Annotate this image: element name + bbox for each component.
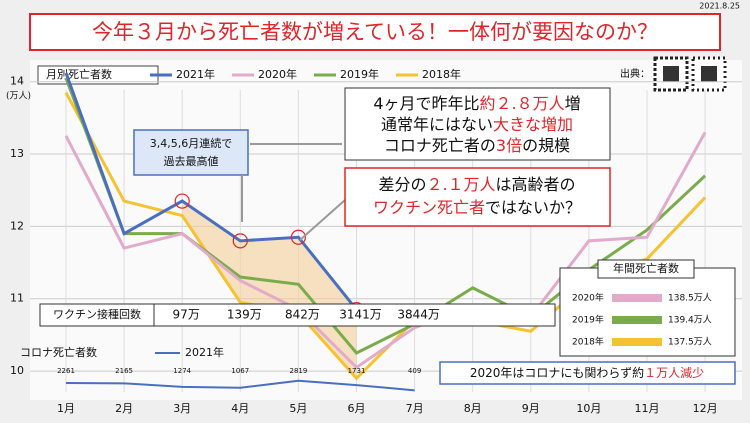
- note-segment: １万人減少: [644, 365, 704, 380]
- vaccine-label: ワクチン接種回数: [53, 307, 141, 321]
- x-tick-label: 4月: [231, 402, 249, 415]
- covid-value: 1731: [348, 367, 366, 375]
- rich-line: ワクチン死亡者ではないか？: [373, 198, 581, 217]
- y-tick-label: 14: [10, 75, 24, 88]
- rich-segment: 4ヶ月で昨年比: [373, 94, 479, 113]
- covid-value: 2819: [289, 367, 307, 375]
- highlight-circle: [232, 233, 248, 249]
- rich-line: 差分の２.１万人は高齢者の: [378, 175, 575, 194]
- rich-segment: 大きな増加: [493, 115, 573, 134]
- vaccine-value: 3141万: [339, 308, 382, 322]
- annual-year: 2020年: [572, 292, 604, 304]
- y-tick-label: 12: [10, 219, 24, 232]
- x-tick-label: 5月: [289, 402, 307, 415]
- legend-label: 2021年: [176, 67, 215, 81]
- callout: 3,4,5,6月連続で 過去最高値: [133, 129, 346, 241]
- covid-value: 2165: [115, 367, 133, 375]
- annual-swatch: [612, 294, 662, 302]
- rich-segment: 通常年にはない: [381, 115, 493, 134]
- y-unit: (万人): [6, 91, 31, 102]
- date: 2021.8.25: [699, 2, 740, 11]
- covid-value: 1067: [231, 367, 249, 375]
- excess-area: [182, 201, 357, 379]
- highlight-circle: [174, 193, 190, 209]
- rich-segment: ２.１万人: [426, 175, 495, 194]
- rich-segment: 差分の: [378, 175, 426, 194]
- y-tick-label: 13: [10, 147, 24, 160]
- annual-value: 139.4万人: [668, 315, 712, 326]
- note-box: [439, 361, 736, 385]
- annual-value: 138.5万人: [668, 293, 712, 304]
- note-segment: 2020年はコロナにも関わらず約: [470, 365, 644, 380]
- annual-title-box: [597, 259, 695, 279]
- y-tick-label: 10: [10, 364, 24, 377]
- legend-label: 2020年: [258, 67, 297, 81]
- vaccine-value: 97万: [173, 308, 200, 322]
- highlight-circle: [290, 229, 306, 245]
- rich-segment: ではないか？: [485, 198, 581, 217]
- x-tick-label: 7月: [406, 402, 424, 415]
- headline: 今年３月から死亡者数が増えている！一体何が要因なのか？: [92, 20, 658, 44]
- annual-value: 137.5万人: [668, 337, 712, 348]
- annual-year: 2018年: [572, 336, 604, 348]
- callout-line: 3,4,5,6月連続で: [150, 136, 232, 150]
- x-tick-label: 1月: [57, 402, 75, 415]
- chart-title: 月別死亡者数: [46, 67, 112, 81]
- legend-label: 2019年: [340, 67, 379, 81]
- series-line: [64, 72, 358, 311]
- rich-line: 通常年にはない大きな増加: [381, 115, 573, 134]
- series-line: [64, 131, 707, 370]
- y-tick-label: 11: [10, 292, 24, 305]
- covid-label: コロナ死亡者数: [20, 345, 97, 359]
- note: 2020年はコロナにも関わらず約１万人減少: [470, 365, 704, 380]
- annual-swatch: [612, 338, 662, 346]
- x-tick-label: 6月: [348, 402, 366, 415]
- annual-swatch: [612, 316, 662, 324]
- qr-codes: [653, 56, 727, 92]
- box2: [344, 167, 611, 227]
- callout-line: 過去最高値: [164, 154, 219, 168]
- x-tick-label: 10月: [576, 402, 601, 415]
- x-tick-label: 11月: [635, 402, 660, 415]
- annual-year: 2019年: [572, 314, 604, 326]
- legend-label: 2018年: [422, 67, 461, 81]
- covid-value: 1274: [173, 367, 191, 375]
- rich-segment: 約２.８万人: [480, 94, 565, 113]
- vaccine-label-box: [39, 303, 155, 327]
- x-tick-label: 2月: [115, 402, 133, 415]
- vaccine-value: 842万: [285, 308, 320, 322]
- covid-legend: 2021年: [185, 345, 224, 359]
- covid-value: 409: [408, 367, 421, 375]
- rich-segment: コロナ死亡者の: [384, 136, 496, 155]
- box1: [344, 87, 611, 161]
- rich-segment: は高齢者の: [496, 175, 576, 194]
- rich-segment: 3倍: [496, 136, 522, 155]
- x-tick-label: 8月: [464, 402, 482, 415]
- rich-line: 4ヶ月で昨年比約２.８万人増: [373, 94, 580, 113]
- annual-title: 年間死亡者数: [613, 261, 679, 275]
- covid-line: [65, 379, 415, 392]
- vaccine-value: 139万: [227, 308, 262, 322]
- x-tick-label: 9月: [522, 402, 540, 415]
- rich-line: コロナ死亡者の3倍の規模: [384, 136, 570, 155]
- rich-segment: 増: [565, 94, 581, 113]
- headline-box: [29, 13, 721, 51]
- rich-segment: ワクチン死亡者: [373, 198, 485, 217]
- vaccine-value: 3844万: [397, 308, 440, 322]
- source-label: 出典：: [620, 67, 650, 80]
- covid-value: 2261: [57, 367, 75, 375]
- x-tick-label: 3月: [173, 402, 191, 415]
- rich-segment: の規模: [522, 136, 570, 155]
- x-tick-label: 12月: [693, 402, 718, 415]
